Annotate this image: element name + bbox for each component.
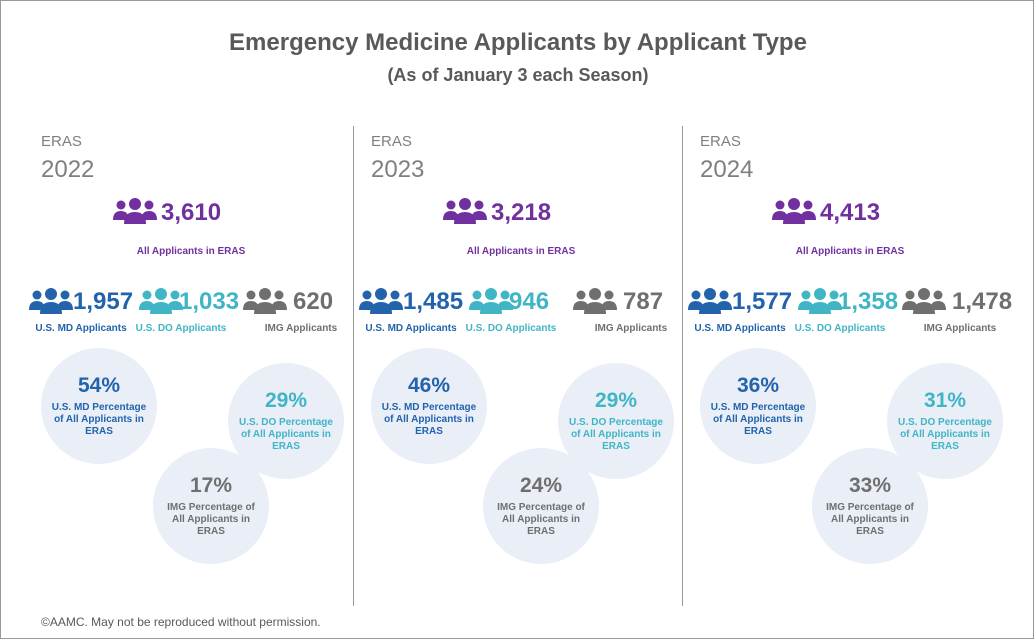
share-circle: 36% U.S. MD Percentage of All Applicants … [700, 348, 816, 464]
group-value: 1,485 [403, 288, 464, 315]
share-label: U.S. MD Percentage of All Applicants in … [51, 402, 147, 437]
subtitle: (As of January 3 each Season) [387, 65, 649, 85]
group-label: U.S. DO Applicants [794, 323, 886, 334]
group-value: 1,577 [732, 288, 793, 315]
share-label: U.S. MD Percentage of All Applicants in … [710, 402, 806, 437]
people-icon-svg [29, 288, 73, 314]
share-label: IMG Percentage of All Applicants in ERAS [826, 502, 914, 537]
group-label: IMG Applicants [923, 323, 997, 334]
group-value: 946 [509, 288, 550, 315]
people-icon-svg [469, 288, 513, 314]
total-label: All Applicants in ERAS [466, 246, 576, 257]
people-icon [359, 286, 403, 316]
group-value: 1,033 [179, 288, 240, 315]
share-percent: 24% [519, 474, 563, 497]
system-label: ERAS [371, 133, 412, 150]
group-value: 1,957 [73, 288, 134, 315]
share-percent: 33% [848, 474, 892, 497]
people-icon-svg [772, 198, 816, 224]
group-label: U.S. DO Applicants [135, 323, 227, 334]
share-percent: 29% [594, 389, 638, 412]
people-icon [29, 286, 73, 316]
share-percent: 31% [923, 389, 967, 412]
people-icon [443, 196, 487, 226]
group-value: 1,358 [838, 288, 899, 315]
group-label: U.S. DO Applicants [465, 323, 557, 334]
total-value: 4,413 [820, 199, 881, 226]
system-label: ERAS [700, 133, 741, 150]
group-label: IMG Applicants [264, 323, 338, 334]
share-percent: 36% [736, 374, 780, 397]
divider [353, 126, 354, 606]
people-icon-svg [688, 288, 732, 314]
group-label: U.S. MD Applicants [365, 323, 457, 334]
people-icon-svg [113, 198, 157, 224]
panel: ERAS 2023 3,218 All Applicants in ERAS 1,4… [331, 1, 674, 638]
people-icon [243, 286, 287, 316]
footer: ©AAMC. May not be reproduced without per… [41, 615, 321, 629]
total-label: All Applicants in ERAS [795, 246, 905, 257]
share-circle: 29% U.S. DO Percentage of All Applicants … [228, 363, 344, 479]
group-value: 620 [293, 288, 334, 315]
people-icon [573, 286, 617, 316]
people-icon-svg [902, 288, 946, 314]
divider [682, 126, 683, 606]
season-year: 2023 [371, 156, 425, 183]
panel: ERAS 2022 3,610 All Applicants in ERAS 1,9… [1, 1, 344, 638]
people-icon [688, 286, 732, 316]
people-icon-svg [139, 288, 183, 314]
share-percent: 29% [264, 389, 308, 412]
people-icon [798, 286, 842, 316]
total-value: 3,610 [161, 199, 222, 226]
share-label: U.S. DO Percentage of All Applicants in … [239, 417, 333, 452]
share-label: IMG Percentage of All Applicants in ERAS [497, 502, 585, 537]
share-circle: 54% U.S. MD Percentage of All Applicants … [41, 348, 157, 464]
share-percent: 46% [407, 374, 451, 397]
people-icon [113, 196, 157, 226]
panel: ERAS 2024 4,413 All Applicants in ERAS 1,5… [660, 1, 1012, 638]
title: Emergency Medicine Applicants by Applica… [229, 29, 807, 56]
share-circle: 17% IMG Percentage of All Applicants in E… [153, 448, 269, 564]
group-label: U.S. MD Applicants [35, 323, 127, 334]
system-label: ERAS [41, 133, 82, 150]
total-value: 3,218 [491, 199, 552, 226]
group-value: 787 [623, 288, 664, 315]
group-label: U.S. MD Applicants [694, 323, 786, 334]
share-circle: 31% U.S. DO Percentage of All Applicants … [887, 363, 1003, 479]
group-value: 1,478 [952, 288, 1013, 315]
people-icon [469, 286, 513, 316]
share-circle: 29% U.S. DO Percentage of All Applicants … [558, 363, 674, 479]
people-icon-svg [798, 288, 842, 314]
people-icon-svg [359, 288, 403, 314]
share-percent: 17% [189, 474, 233, 497]
people-icon-svg [443, 198, 487, 224]
share-label: U.S. MD Percentage of All Applicants in … [381, 402, 477, 437]
people-icon [139, 286, 183, 316]
share-circle: 24% IMG Percentage of All Applicants in E… [483, 448, 599, 564]
people-icon [902, 286, 946, 316]
share-label: U.S. DO Percentage of All Applicants in … [569, 417, 663, 452]
season-year: 2024 [700, 156, 754, 183]
share-circle: 46% U.S. MD Percentage of All Applicants … [371, 348, 487, 464]
people-icon [772, 196, 816, 226]
share-label: U.S. DO Percentage of All Applicants in … [898, 417, 992, 452]
total-label: All Applicants in ERAS [136, 246, 246, 257]
season-year: 2022 [41, 156, 95, 183]
share-label: IMG Percentage of All Applicants in ERAS [167, 502, 255, 537]
people-icon-svg [573, 288, 617, 314]
group-label: IMG Applicants [594, 323, 668, 334]
share-percent: 54% [77, 374, 121, 397]
share-circle: 33% IMG Percentage of All Applicants in E… [812, 448, 928, 564]
people-icon-svg [243, 288, 287, 314]
